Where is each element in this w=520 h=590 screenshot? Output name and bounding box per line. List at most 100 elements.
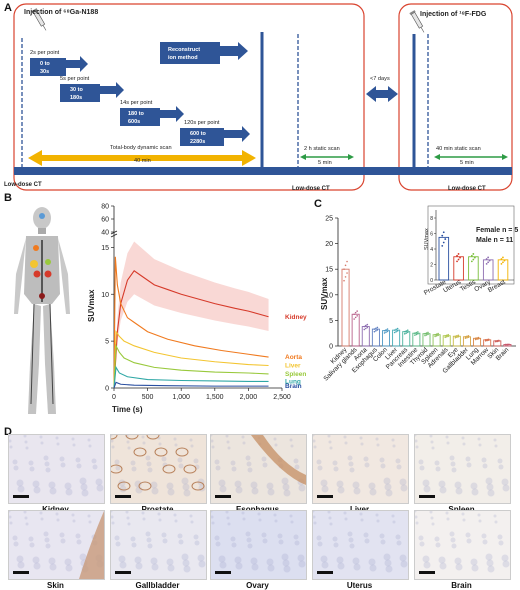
tac-legend-spleen: Spleen [285, 371, 306, 378]
histology-tile-spleen [414, 434, 511, 504]
step-1-range-a: 0 to [40, 61, 50, 67]
step-arrow-1 [66, 56, 88, 72]
tac-series-aorta [113, 256, 269, 389]
pet-mip-image [4, 204, 80, 418]
tac-series-lung [113, 365, 269, 389]
reconstruct-arrow [220, 42, 248, 60]
syringe-icon-2 [409, 10, 425, 33]
panel-label-b: B [4, 192, 12, 204]
histology-tile-ovary [210, 510, 307, 580]
histology-label-uterus: Uterus [346, 581, 373, 590]
step-4-range-a: 600 to [190, 131, 207, 137]
inset-frame [427, 205, 515, 285]
tac-xtick: 2,000 [240, 394, 258, 401]
bar-esophagus [371, 328, 380, 347]
tac-legend-brain: Brain [285, 383, 302, 390]
histology-label-liver: Liver [312, 505, 407, 514]
inset-ytick: 4 [430, 247, 433, 253]
scale-bar [317, 495, 333, 498]
scale-bar [215, 495, 231, 498]
inset-bar-uterus [453, 256, 464, 281]
histology-label-skin: Skin [47, 581, 64, 590]
panel-label-a: A [4, 2, 12, 14]
tac-xlabel: Time (s) [112, 405, 143, 414]
scale-bar [13, 571, 29, 574]
timeline-box-2 [398, 3, 513, 191]
histology-label-brain: Brain [451, 581, 472, 590]
bar-aorta [361, 326, 370, 347]
histology-tile-liver [312, 434, 409, 504]
inset-ytick: 6 [430, 232, 433, 238]
bar-ytick: 25 [325, 216, 333, 223]
static-scan-1-label: 2 h static scan [304, 146, 340, 152]
static-scan-2-time: 5 min [460, 160, 474, 166]
injection-1-label: Injection of ⁶⁸Ga-N188 [24, 9, 98, 16]
tac-legend-kidney: Kidney [285, 314, 307, 321]
tac-legend-lung: Lung [285, 378, 301, 385]
reconstruct-box [160, 42, 220, 64]
inset-ytick: 2 [430, 263, 433, 269]
bar-ytick: 5 [329, 318, 333, 325]
static-scan-1-time: 5 min [318, 160, 332, 166]
ct-label-1: Low-dose CT [4, 182, 42, 188]
inset-ylabel: SUVmax [424, 228, 430, 250]
step-box-3 [120, 108, 160, 126]
tac-legend-liver: Liver [285, 363, 301, 370]
step-2-range-b: 180s [70, 95, 82, 101]
ct-label-3: Low-dose CT [448, 186, 486, 192]
step-2-rate: 5s per point [60, 76, 90, 82]
bar-ytick: 0 [329, 344, 333, 351]
dynamic-scan-time: 40 min [134, 158, 151, 164]
histology-label-prostate: Prostate [110, 505, 205, 514]
step-4-rate: 120s per point [184, 120, 220, 126]
inset-bar-breast [497, 259, 509, 281]
histology-tile-uterus [312, 510, 409, 580]
bar-salivary-glands [351, 313, 360, 347]
tac-series-liver [113, 330, 269, 389]
tac-ytick: 5 [105, 339, 109, 346]
inset-legend-male: Male n = 11 [476, 237, 513, 244]
bar-kidney [341, 268, 350, 347]
scale-bar [13, 495, 29, 498]
tac-ylabel: SUVmax [87, 289, 96, 322]
histology-tile-esophagus [210, 434, 307, 504]
ct-label-2: Low-dose CT [292, 186, 330, 192]
step-4-range-b: 2280s [190, 139, 205, 145]
gap-label: <7 days [370, 76, 390, 82]
inset-legend-female: Female n = 5 [476, 227, 518, 234]
scale-bar [317, 571, 333, 574]
tac-series-spleen [113, 343, 269, 389]
kidney-band [114, 241, 269, 388]
step-2-range-a: 30 to [70, 87, 83, 93]
scale-bar [419, 571, 435, 574]
tac-ytick: 0 [105, 386, 109, 393]
inset-bar-prostate [438, 236, 450, 281]
tac-xtick: 500 [142, 394, 154, 401]
scale-bar [115, 571, 131, 574]
panel-label-c: C [314, 198, 322, 210]
histology-label-esophagus: Esophagus [210, 505, 305, 514]
histology-tile-brain [414, 510, 511, 580]
step-arrow-4 [224, 126, 250, 142]
histology-label-ovary: Ovary [246, 581, 269, 590]
scale-bar [215, 571, 231, 574]
step-3-range-b: 600s [128, 119, 140, 125]
histology-label-gallbladder: Gallbladder [135, 581, 180, 590]
syringe-icon-1 [31, 8, 47, 31]
gap-arrow [366, 86, 398, 102]
dynamic-scan-arrow [28, 150, 256, 166]
step-arrow-3 [160, 106, 184, 122]
step-box-2 [60, 84, 100, 102]
timeline-box-1 [13, 3, 365, 191]
histology-label-spleen: Spleen [414, 505, 509, 514]
tac-xtick: 1,000 [172, 394, 190, 401]
tac-xtick: 1,500 [206, 394, 224, 401]
tac-ytick-upper: 40 [101, 230, 109, 237]
scale-bar [419, 495, 435, 498]
inset-ytick: 0 [430, 278, 433, 284]
timeline-bar [14, 167, 512, 175]
inset-ytick: 8 [430, 216, 433, 222]
step-arrow-2 [100, 82, 124, 98]
bar-ylabel: SUVmax [320, 277, 329, 310]
bar-ytick: 20 [325, 241, 333, 248]
